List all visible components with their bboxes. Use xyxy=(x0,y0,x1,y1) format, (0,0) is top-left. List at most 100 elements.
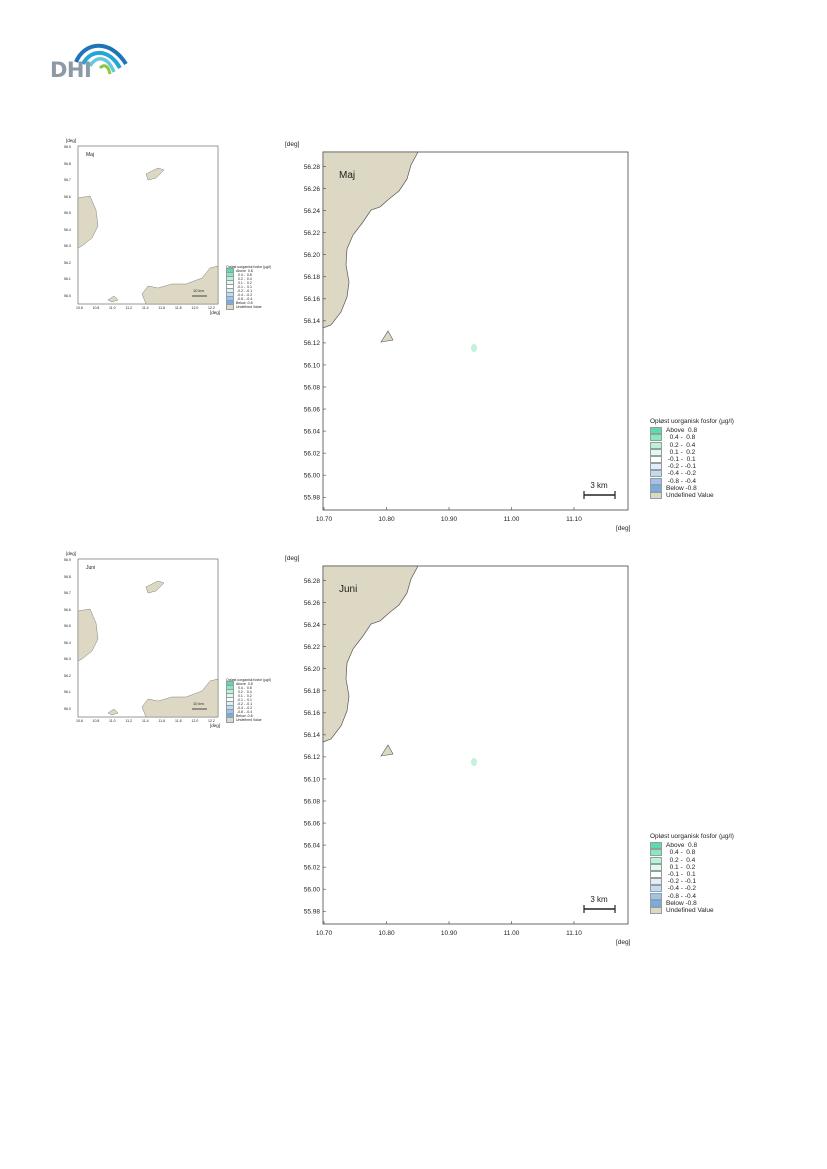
legend-label: 0.1 - 0.2 xyxy=(666,863,696,871)
legend-juni: Opløst uorganisk fosfor (µg/l) Above 0.8… xyxy=(650,833,770,914)
overview-legend-label: Above 0.8 xyxy=(236,269,253,273)
overview-x-tick-label: 10.6 xyxy=(76,306,83,310)
overview-y-tick-label: 56.2 xyxy=(64,673,71,678)
legend-swatch xyxy=(650,878,662,886)
logo-text: DHI xyxy=(50,58,92,82)
overview-legend-label: 0.1 - 0.2 xyxy=(236,694,252,698)
y-tick-label: 56.26 xyxy=(304,600,321,607)
x-tick-label: 10.90 xyxy=(441,930,458,937)
y-tick-label: 56.20 xyxy=(304,252,321,259)
overview-y-tick-label: 56.7 xyxy=(64,591,71,595)
legend-item: -0.1 - 0.1 xyxy=(650,455,770,464)
y-unit-label: [deg] xyxy=(285,555,300,562)
overview-y-tick-label: 56.5 xyxy=(64,624,71,628)
scale-bar-label: 3 km xyxy=(590,895,608,904)
legend-swatch xyxy=(650,892,662,900)
legend-item: 0.1 - 0.2 xyxy=(650,449,770,456)
dhi-wave-icon xyxy=(74,43,128,75)
y-tick-label: 55.98 xyxy=(304,495,321,502)
y-tick-label: 56.10 xyxy=(304,776,321,783)
legend-item: -0.4 - -0.2 xyxy=(650,885,770,893)
legend-swatch xyxy=(650,871,662,879)
overview-legend: Opløst uorganisk fosfor (µg/l) Above 0.8 … xyxy=(226,265,274,310)
overview-y-tick-label: 56.4 xyxy=(64,640,71,645)
legend-swatch xyxy=(650,849,662,857)
overview-legend-label: -0.4 - -0.2 xyxy=(236,706,253,710)
overview-legend-label: 0.1 - 0.2 xyxy=(236,281,252,285)
legend-label: -0.1 - 0.1 xyxy=(666,455,696,463)
legend-item: Undefined Value xyxy=(650,492,770,499)
y-tick-label: 56.22 xyxy=(304,230,321,237)
y-tick-label: 56.06 xyxy=(304,820,321,827)
y-tick-label: 56.12 xyxy=(304,340,321,347)
overview-legend: Opløst uorganisk fosfor (µg/l) Above 0.8 … xyxy=(226,678,274,723)
map-frame xyxy=(322,565,629,925)
x-tick-label: 11.10 xyxy=(566,930,582,937)
overview-y-tick-label: 56.3 xyxy=(64,244,71,248)
overview-y-tick-label: 56.6 xyxy=(64,607,71,612)
y-tick-label: 56.28 xyxy=(304,164,321,171)
legend-item: 0.4 - 0.8 xyxy=(650,849,770,857)
overview-x-tick-label: 11.0 xyxy=(109,719,116,723)
x-tick-label: 10.90 xyxy=(441,516,458,523)
overview-x-tick-label: 11.4 xyxy=(142,306,149,310)
legend-item: Below -0.8 xyxy=(650,900,770,907)
legend-item: 0.4 - 0.8 xyxy=(650,434,770,442)
legend-label: 0.2 - 0.4 xyxy=(666,441,696,449)
y-tick-label: 56.02 xyxy=(304,864,321,871)
x-tick-label: 10.70 xyxy=(316,930,333,937)
map-month-label: Juni xyxy=(339,584,357,595)
legend-swatch xyxy=(650,456,662,464)
y-tick-label: 56.20 xyxy=(304,666,321,673)
legend-maj: Opløst uorganisk fosfor (µg/l) Above 0.8… xyxy=(650,418,770,499)
overview-legend-title: Opløst uorganisk fosfor (µg/l) xyxy=(226,678,272,682)
legend-label: 0.1 - 0.2 xyxy=(666,448,696,456)
legend-title: Opløst uorganisk fosfor (µg/l) xyxy=(650,833,734,840)
legend-label: Undefined Value xyxy=(666,906,714,914)
y-tick-label: 56.08 xyxy=(304,384,321,391)
legend-item: -0.4 - -0.2 xyxy=(650,470,770,478)
overview-x-tick-label: 11.6 xyxy=(158,306,166,310)
x-tick-label: 11.00 xyxy=(504,930,520,937)
overview-x-tick-label: 11.2 xyxy=(125,306,133,310)
overview-x-tick-label: 11.0 xyxy=(109,306,116,310)
legend-swatch xyxy=(650,448,662,456)
overview-legend-label: Undefined Value xyxy=(236,305,262,309)
legend-item: -0.8 - -0.4 xyxy=(650,478,770,485)
y-tick-label: 55.98 xyxy=(304,909,321,916)
overview-x-tick-label: 11.8 xyxy=(175,306,182,310)
overview-legend-label: 0.4 - 0.8 xyxy=(236,686,252,690)
overview-x-tick-label: 10.8 xyxy=(92,719,100,723)
island xyxy=(380,744,394,757)
overview-y-tick-label: 56.9 xyxy=(64,145,71,149)
legend-item: -0.2 - -0.1 xyxy=(650,878,770,886)
legend-label: 0.4 - 0.8 xyxy=(666,849,696,857)
legend-swatch xyxy=(650,856,662,864)
legend-label: 0.4 - 0.8 xyxy=(666,434,696,442)
legend-item: 0.2 - 0.4 xyxy=(650,857,770,864)
y-tick-label: 56.06 xyxy=(304,406,321,413)
overview-legend-title: Opløst uorganisk fosfor (µg/l) xyxy=(226,265,272,269)
y-tick-label: 56.16 xyxy=(304,710,321,717)
overview-scale-label: 10 km xyxy=(193,701,204,706)
overview-legend-label: -0.2 - -0.1 xyxy=(236,289,253,293)
overview-month-label: Juni xyxy=(86,565,96,571)
y-unit-label: [deg] xyxy=(285,141,300,148)
overview-legend-label: -0.1 - 0.1 xyxy=(236,698,252,702)
legend-item: 0.1 - 0.2 xyxy=(650,864,770,871)
y-tick-label: 56.14 xyxy=(304,318,321,325)
y-tick-label: 56.04 xyxy=(304,428,321,435)
x-unit-label: [deg] xyxy=(616,939,631,946)
overview-unit-y: [deg] xyxy=(66,551,77,556)
overview-y-tick-label: 56.2 xyxy=(64,260,71,265)
map-frame xyxy=(322,151,629,511)
legend-item: -0.8 - -0.4 xyxy=(650,893,770,900)
overview-map: Maj [deg] [deg] 10 km 56.9 56.8 56.7 56.6 56… xyxy=(62,138,222,318)
overview-x-tick-label: 12.2 xyxy=(208,719,215,723)
legend-swatch xyxy=(650,463,662,471)
overview-legend-item: Undefined Value xyxy=(226,304,274,310)
overview-x-tick-label: 10.8 xyxy=(92,306,100,310)
concentration-plume xyxy=(471,758,477,766)
overview-x-tick-label: 12.2 xyxy=(208,306,215,310)
overview-y-tick-label: 56.7 xyxy=(64,178,71,182)
